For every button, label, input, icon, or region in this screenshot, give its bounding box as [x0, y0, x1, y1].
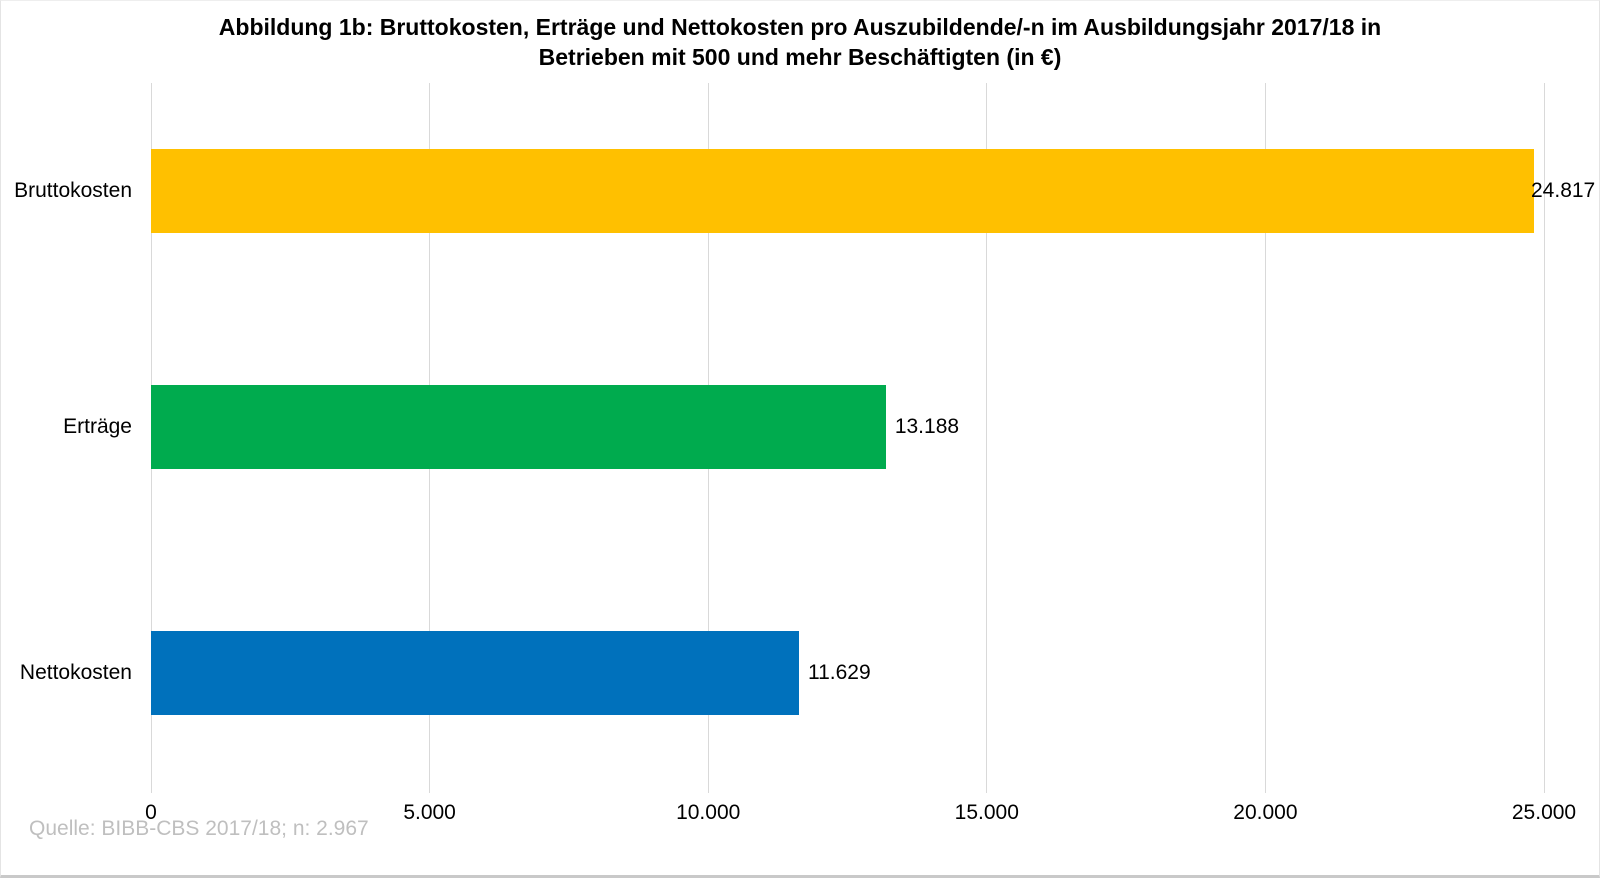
chart-title-line2: Betrieben mit 500 und mehr Beschäftigten…	[538, 44, 1062, 70]
chart-title-line1: Abbildung 1b: Bruttokosten, Erträge und …	[218, 14, 1382, 40]
source-note: Quelle: BIBB-CBS 2017/18; n: 2.967	[29, 817, 369, 840]
bar-nettokosten	[151, 631, 799, 715]
gridline-20.000	[1264, 83, 1266, 793]
x-tick-label-20.000: 20.000	[1233, 801, 1298, 824]
x-tick-label-5.000: 5.000	[403, 801, 456, 824]
chart-title: Abbildung 1b: Bruttokosten, Erträge und …	[1, 12, 1599, 72]
x-tick-label-25.000: 25.000	[1511, 801, 1577, 824]
bar-ertraege	[151, 385, 886, 469]
x-tick-label-10.000: 10.000	[676, 801, 741, 824]
plot-area: 24.817 13.188 11.629	[150, 83, 1595, 793]
gridline-25.000	[1543, 83, 1545, 793]
x-tick-label-15.000: 15.000	[954, 801, 1019, 824]
category-label-ertraege: Erträge	[63, 415, 132, 438]
value-label-ertraege: 13.188	[894, 415, 960, 438]
gridline-15.000	[986, 83, 988, 793]
category-label-nettokosten: Nettokosten	[19, 661, 132, 684]
value-label-bruttokosten: 24.817	[1531, 179, 1596, 202]
x-tick-label-0: 0	[145, 801, 157, 824]
bar-bruttokosten	[151, 149, 1534, 233]
category-label-bruttokosten: Bruttokosten	[14, 179, 132, 202]
value-label-nettokosten: 11.629	[807, 661, 871, 684]
